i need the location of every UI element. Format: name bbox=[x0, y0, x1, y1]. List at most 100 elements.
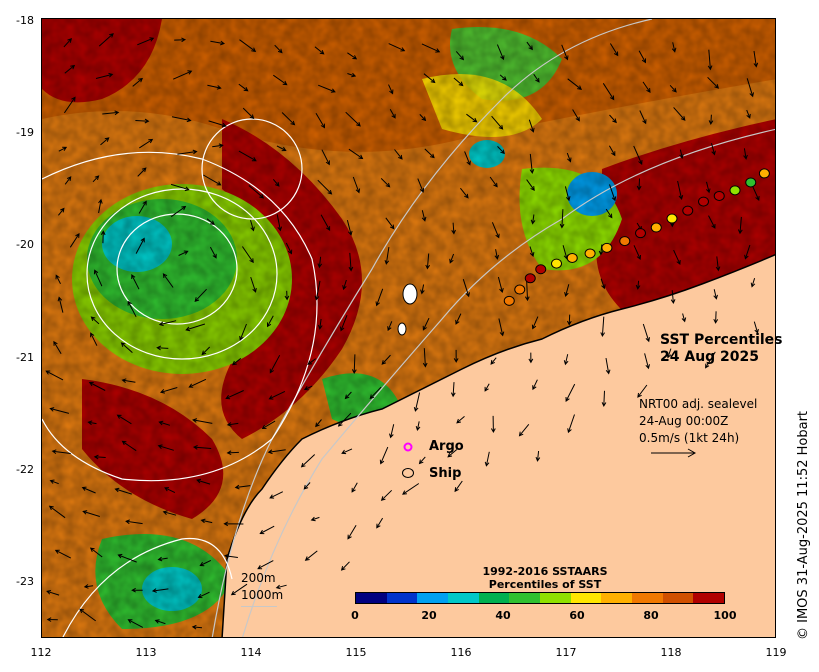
current-arrow bbox=[394, 149, 403, 160]
current-arrow bbox=[708, 215, 716, 229]
current-arrow bbox=[451, 222, 456, 235]
current-arrow bbox=[248, 185, 265, 199]
current-arrow bbox=[250, 276, 257, 293]
current-arrow bbox=[670, 290, 676, 305]
ship-observation-marker[interactable] bbox=[619, 236, 631, 247]
current-arrow bbox=[637, 384, 648, 398]
current-arrow bbox=[238, 150, 257, 162]
current-arrow bbox=[638, 50, 646, 64]
current-arrow bbox=[267, 315, 274, 328]
ship-observation-marker[interactable] bbox=[698, 196, 709, 207]
island bbox=[397, 322, 407, 336]
current-arrow bbox=[307, 358, 316, 365]
current-arrow bbox=[223, 521, 244, 527]
current-arrow bbox=[348, 252, 354, 272]
current-arrow bbox=[185, 323, 206, 332]
current-arrow bbox=[419, 114, 427, 122]
current-arrow bbox=[635, 280, 641, 290]
current-arrow bbox=[341, 448, 353, 455]
current-arrow bbox=[55, 274, 61, 285]
ship-observation-marker[interactable] bbox=[666, 213, 678, 224]
current-arrow bbox=[425, 253, 431, 270]
current-arrow bbox=[454, 480, 463, 493]
ship-observation-marker[interactable] bbox=[524, 273, 536, 284]
current-arrow bbox=[120, 342, 133, 353]
current-arrow bbox=[456, 416, 465, 424]
current-arrow bbox=[420, 284, 425, 295]
current-arrow bbox=[242, 107, 255, 120]
current-arrow bbox=[746, 109, 751, 119]
ship-observation-marker[interactable] bbox=[514, 284, 526, 295]
ship-observation-marker[interactable] bbox=[503, 295, 515, 306]
current-arrow bbox=[225, 390, 244, 400]
current-arrow bbox=[151, 588, 169, 593]
ship-observation-marker[interactable] bbox=[729, 185, 741, 196]
current-arrow bbox=[315, 419, 322, 428]
colorbar-segment bbox=[632, 593, 663, 603]
current-arrow bbox=[203, 174, 222, 186]
current-arrow bbox=[303, 385, 313, 391]
bathymetry-200m-label: 200m bbox=[241, 571, 276, 585]
current-arrow bbox=[462, 279, 470, 298]
current-arrow bbox=[526, 179, 535, 191]
current-arrow bbox=[201, 346, 211, 356]
argo-marker-icon bbox=[403, 442, 413, 452]
current-arrow bbox=[178, 250, 189, 256]
current-arrow bbox=[572, 109, 580, 122]
current-arrow bbox=[681, 313, 687, 323]
ship-observation-marker[interactable] bbox=[635, 228, 646, 239]
colorbar-tick-label: 60 bbox=[569, 609, 585, 622]
ship-observation-marker[interactable] bbox=[601, 242, 613, 253]
current-arrow bbox=[131, 274, 140, 290]
current-arrow bbox=[81, 486, 96, 494]
current-arrow bbox=[713, 311, 719, 324]
current-arrow bbox=[310, 516, 320, 522]
ship-observation-marker[interactable] bbox=[650, 222, 662, 233]
current-arrow bbox=[276, 145, 287, 152]
current-arrow bbox=[526, 41, 533, 51]
current-arrow bbox=[379, 446, 389, 465]
current-arrow bbox=[564, 284, 570, 298]
current-arrow bbox=[304, 550, 318, 561]
current-arrow bbox=[673, 249, 681, 265]
current-arrow bbox=[206, 218, 215, 226]
current-arrow bbox=[269, 354, 281, 374]
current-arrow bbox=[273, 74, 288, 86]
current-arrow bbox=[285, 242, 293, 255]
current-arrow bbox=[559, 209, 565, 229]
current-arrow bbox=[226, 422, 239, 427]
ship-observation-marker[interactable] bbox=[551, 258, 562, 269]
ship-observation-marker[interactable] bbox=[566, 252, 578, 263]
current-arrow bbox=[162, 273, 174, 288]
ship-track bbox=[503, 168, 770, 306]
current-arrow bbox=[57, 296, 64, 313]
current-arrow bbox=[639, 110, 647, 125]
current-arrow bbox=[422, 317, 430, 331]
current-arrow bbox=[63, 38, 73, 48]
current-arrow bbox=[259, 525, 275, 535]
current-arrow bbox=[98, 198, 103, 214]
current-arrow bbox=[46, 617, 58, 622]
sealevel-contour bbox=[86, 188, 278, 360]
ship-observation-marker[interactable] bbox=[682, 205, 694, 216]
current-arrow bbox=[347, 52, 358, 60]
y-tick-label: -23 bbox=[16, 575, 34, 588]
ship-observation-marker[interactable] bbox=[535, 264, 547, 275]
current-arrow bbox=[117, 553, 137, 563]
current-arrow bbox=[188, 378, 207, 388]
ship-observation-marker[interactable] bbox=[584, 248, 596, 259]
current-arrow bbox=[376, 517, 384, 529]
current-arrow bbox=[567, 78, 583, 90]
ship-observation-marker[interactable] bbox=[745, 177, 757, 188]
current-arrow bbox=[751, 184, 760, 201]
ship-observation-marker[interactable] bbox=[758, 168, 770, 179]
ship-marker-icon bbox=[402, 468, 414, 478]
sst-map[interactable] bbox=[41, 18, 776, 638]
current-arrow bbox=[139, 138, 154, 149]
colorbar bbox=[355, 592, 725, 604]
bathymetry-1000m-label: 1000m bbox=[241, 588, 284, 602]
current-arrow bbox=[69, 233, 80, 248]
ship-observation-marker[interactable] bbox=[713, 190, 725, 201]
current-arrow bbox=[490, 415, 496, 434]
current-arrow bbox=[605, 208, 613, 219]
